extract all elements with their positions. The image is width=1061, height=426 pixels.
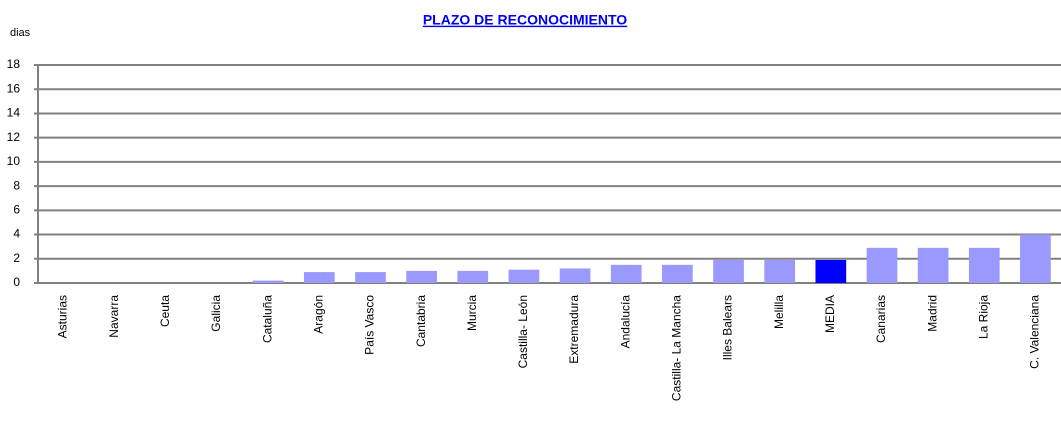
x-tick-label: Murcia <box>465 295 479 331</box>
bar <box>815 259 847 283</box>
bar <box>917 247 949 283</box>
bar <box>508 269 540 283</box>
y-axis-label: dias <box>10 27 31 39</box>
x-tick-label: C. Valenciana <box>1028 295 1042 369</box>
x-tick-label: Aragón <box>311 295 325 334</box>
bar <box>713 259 744 283</box>
x-tick-label: Galicia <box>209 295 223 332</box>
bar <box>764 259 796 283</box>
x-tick-label: Asturias <box>56 295 70 338</box>
x-tick-label: Extremadura <box>567 295 581 364</box>
y-tick-label: 14 <box>7 106 21 120</box>
bar <box>406 270 437 283</box>
x-tick-label: MEDIA <box>823 295 837 333</box>
bar <box>1020 234 1051 283</box>
x-tick-label: Castilla- La Mancha <box>670 295 684 401</box>
y-tick-label: 10 <box>7 154 21 168</box>
bar <box>968 247 1000 283</box>
y-tick-label: 12 <box>7 130 21 144</box>
bar <box>610 264 642 283</box>
x-tick-label: Navarra <box>107 295 121 338</box>
x-tick-label: Cantabria <box>414 295 428 347</box>
x-tick-label: Melilla <box>772 295 786 329</box>
y-tick-label: 2 <box>13 251 20 265</box>
x-tick-label: País Vasco <box>363 295 377 355</box>
y-tick-label: 16 <box>7 81 21 95</box>
bar <box>866 247 898 283</box>
x-tick-label: Andalucía <box>618 295 632 349</box>
x-tick-label: Illes Balears <box>721 295 735 360</box>
x-tick-label: Madrid <box>925 295 939 332</box>
x-tick-label: Ceuta <box>158 295 172 327</box>
bar <box>662 264 693 283</box>
bar <box>457 270 489 283</box>
y-tick-label: 6 <box>13 203 20 217</box>
bar <box>355 272 386 283</box>
x-tick-label: Canarias <box>874 295 888 343</box>
y-tick-label: 0 <box>13 275 20 289</box>
x-tick-label: Cataluña <box>260 295 274 343</box>
bar <box>252 280 284 283</box>
bar <box>303 272 335 283</box>
x-tick-label: La Rioja <box>976 295 990 339</box>
y-tick-label: 8 <box>13 178 20 192</box>
bar <box>559 268 591 283</box>
x-tick-label: Castilla- León <box>516 295 530 368</box>
y-tick-label: 4 <box>13 227 20 241</box>
chart-title: PLAZO DE RECONOCIMIENTO <box>423 12 627 28</box>
y-tick-label: 18 <box>7 57 21 71</box>
